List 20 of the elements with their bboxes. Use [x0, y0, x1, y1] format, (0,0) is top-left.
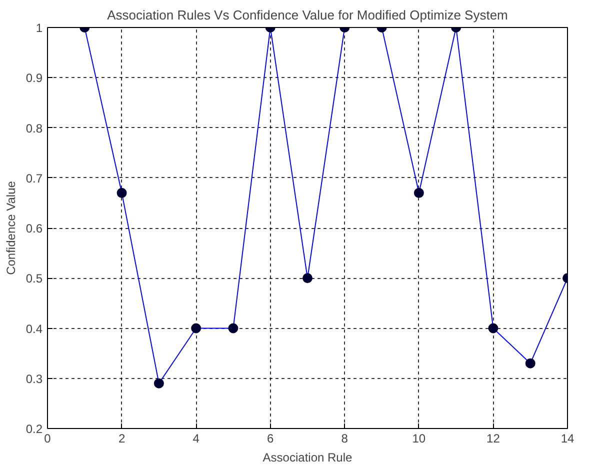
y-tick-label: 0.3 — [26, 372, 43, 386]
y-tick-label: 0.5 — [26, 272, 43, 286]
y-tick-label: 1 — [36, 21, 43, 35]
y-tick-label: 0.7 — [26, 171, 43, 186]
x-tick-label: 10 — [412, 432, 426, 446]
x-tick-label: 12 — [486, 432, 500, 446]
y-tick-label: 0.2 — [26, 422, 43, 436]
x-tick-label: 14 — [560, 432, 574, 446]
y-tick-label: 0.8 — [26, 121, 43, 136]
y-tick-label: 0.6 — [26, 222, 43, 236]
x-tick-label: 4 — [192, 432, 200, 446]
x-tick-label: 8 — [341, 432, 348, 446]
chart-title: Association Rules Vs Confidence Value for Modified Optimize System — [107, 8, 508, 22]
x-axis-title: Association Rule — [262, 450, 353, 464]
x-tick-label: 2 — [118, 432, 126, 446]
y-axis-title: Confidence Value — [4, 180, 18, 275]
x-tick-label: 0 — [44, 432, 52, 446]
y-tick-label: 0.4 — [26, 322, 43, 336]
x-tick-label: 6 — [267, 432, 274, 446]
y-tick-label: 0.9 — [26, 71, 43, 86]
